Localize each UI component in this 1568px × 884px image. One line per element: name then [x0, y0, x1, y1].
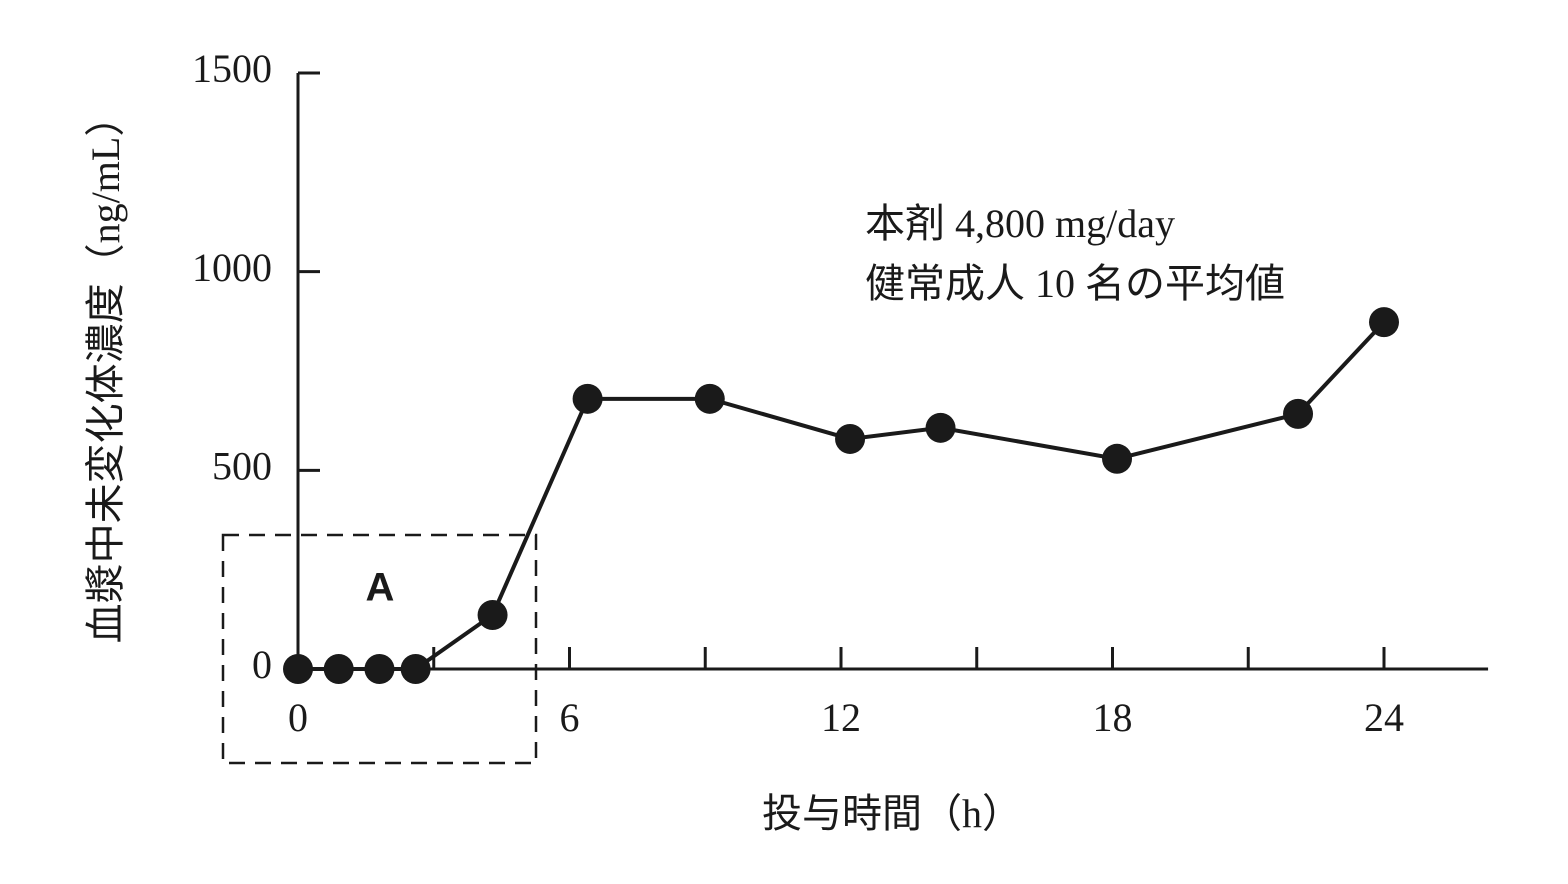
x-tick-label: 18 [1093, 695, 1133, 740]
point [1369, 307, 1399, 338]
point [364, 654, 395, 684]
point [400, 654, 431, 684]
point [925, 412, 956, 443]
point [477, 599, 508, 630]
y-tick-label: 0 [252, 642, 272, 687]
point [283, 654, 313, 684]
line [298, 320, 1386, 671]
annotation: 健常成人 10 名の平均値 [865, 261, 1285, 306]
x-tick-label: 6 [560, 695, 580, 740]
y-tick-label: 1000 [192, 245, 272, 290]
point [835, 423, 866, 454]
region-box [221, 533, 538, 765]
x-axis-label: 投与時間（h） [762, 791, 1022, 836]
y-tick-label: 500 [212, 444, 272, 489]
x-tick-label: 0 [288, 695, 308, 740]
point [323, 654, 354, 684]
annotation: 本剤 4,800 mg/day [865, 201, 1175, 246]
point [1283, 398, 1314, 429]
point [1102, 443, 1133, 474]
y-tick-label: 1500 [192, 46, 272, 91]
x-tick-label: 24 [1364, 695, 1404, 740]
x-tick-label: 12 [821, 695, 861, 740]
region-label: A [366, 566, 395, 610]
point [694, 383, 725, 414]
point [572, 383, 603, 414]
y-axis-label: 血漿中未変化体濃度（ng/mL） [83, 97, 128, 644]
